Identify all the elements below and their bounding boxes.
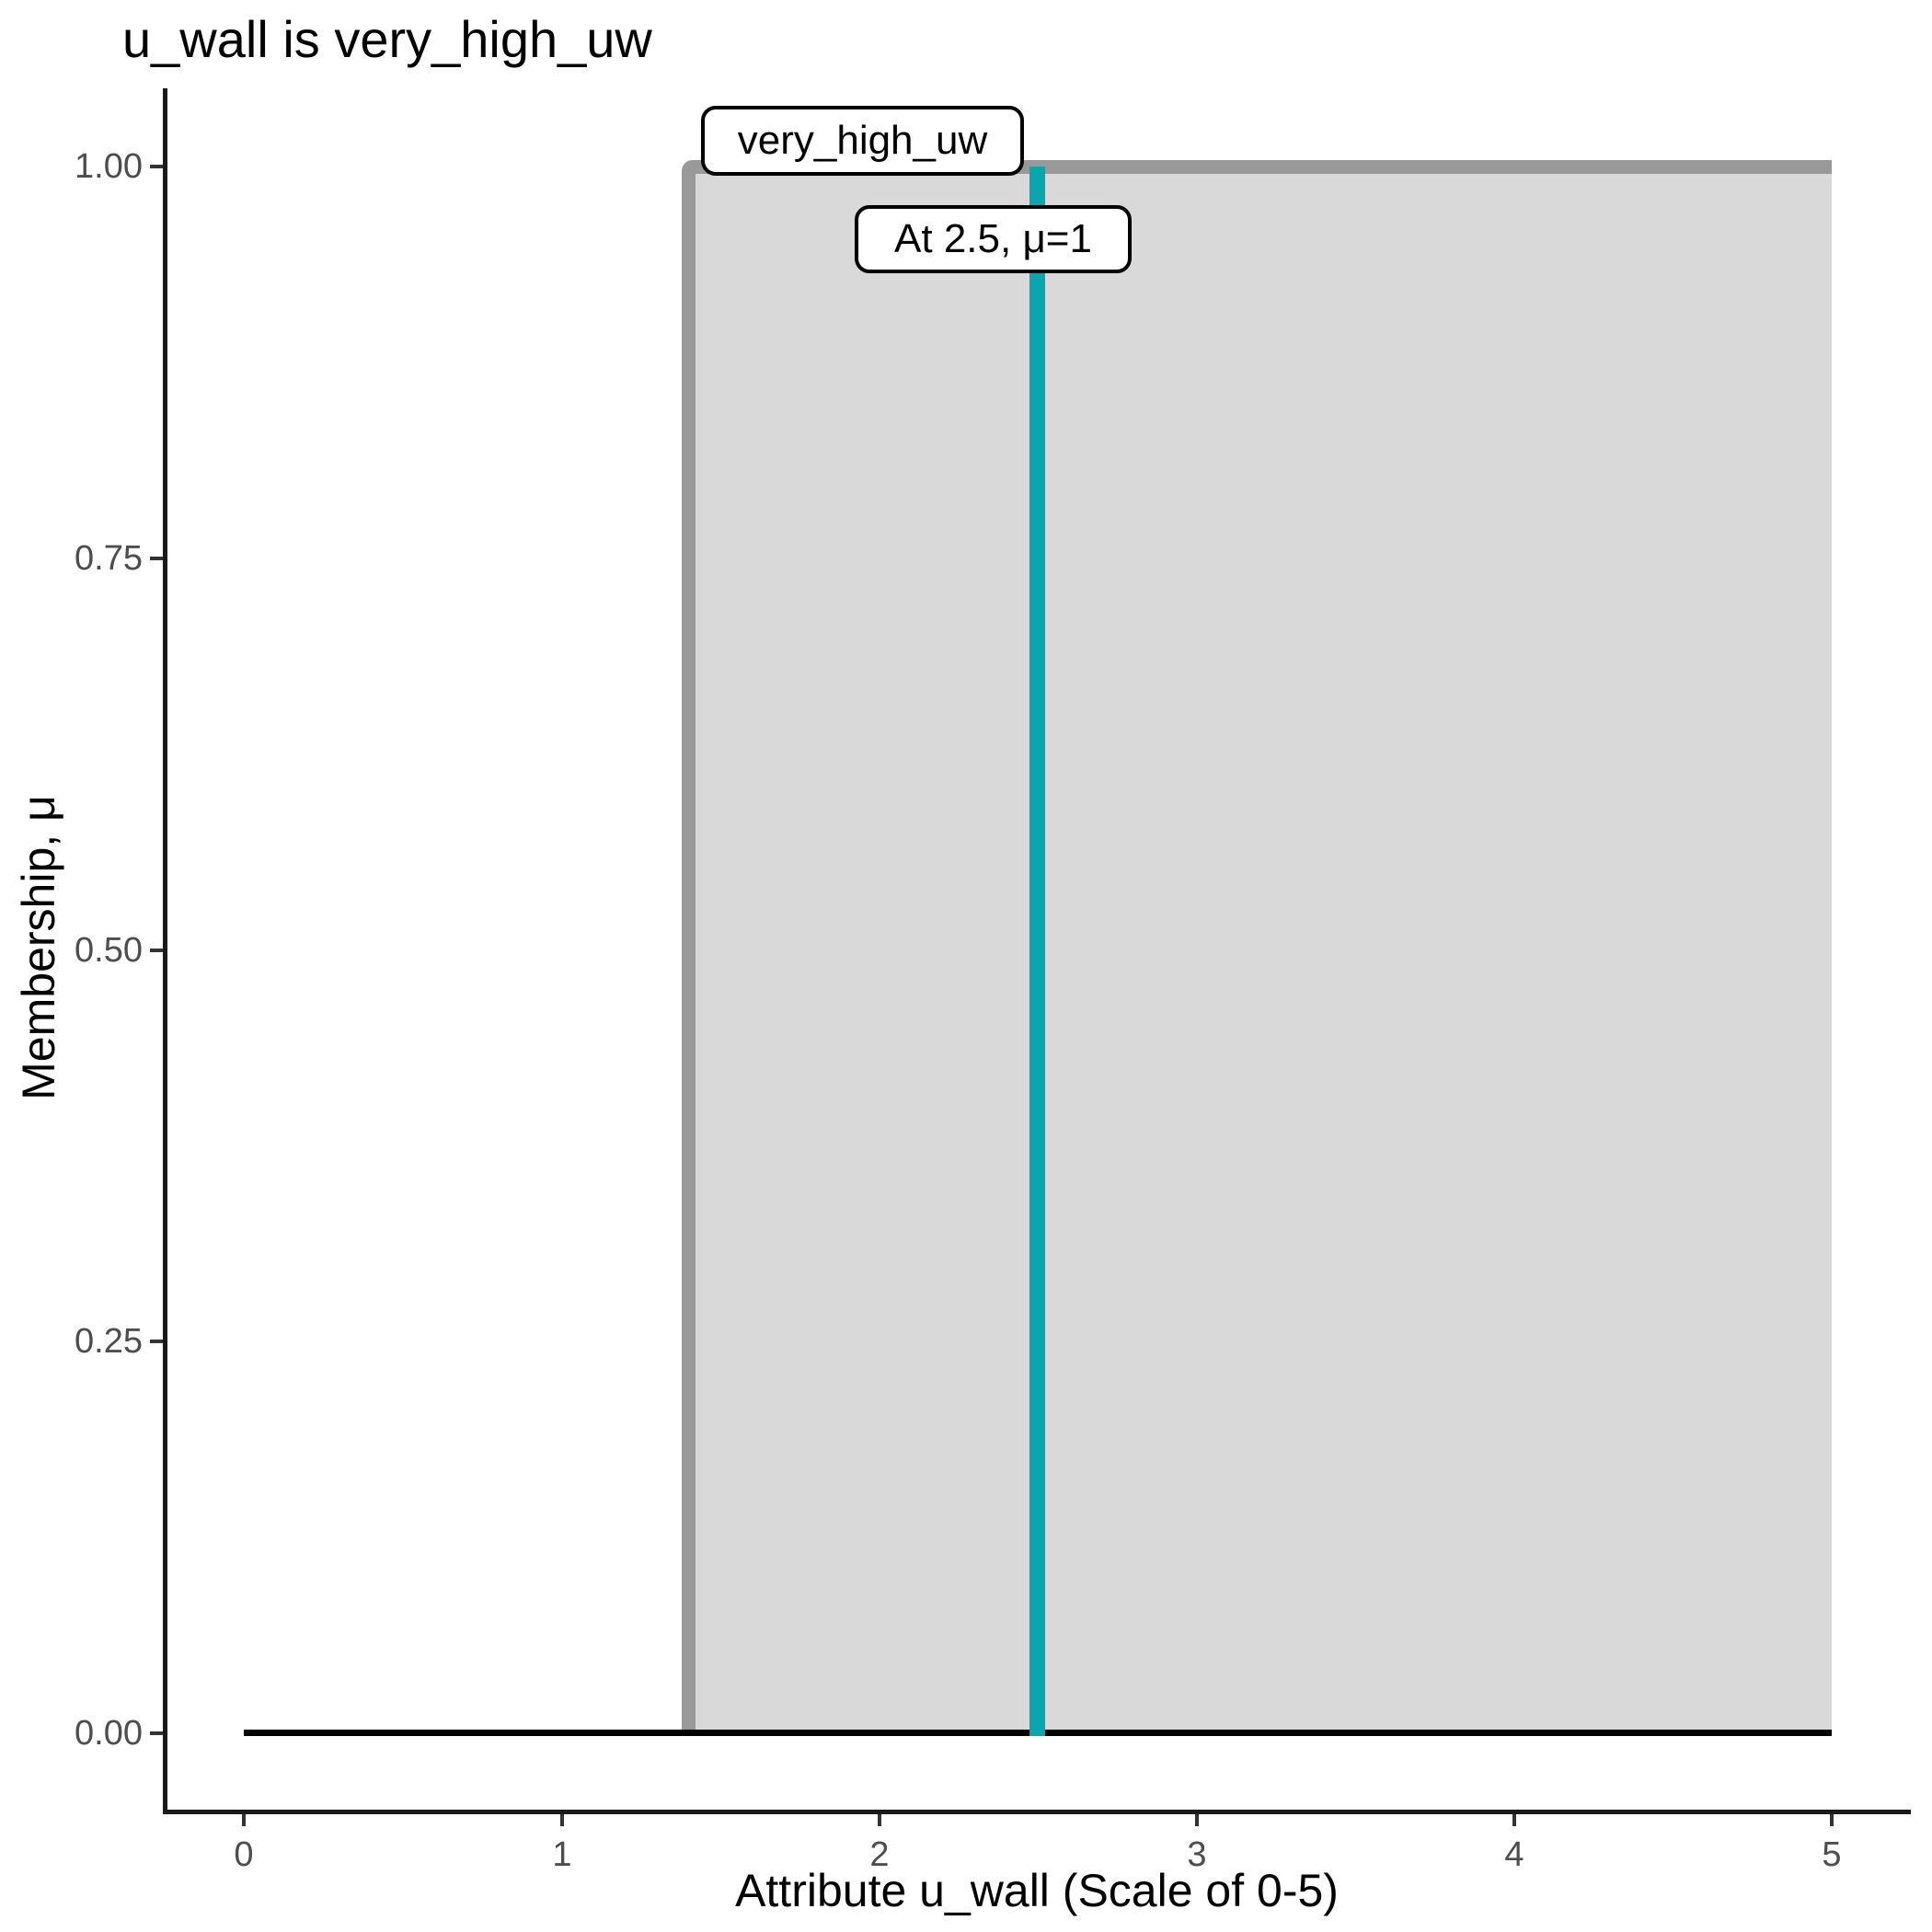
- x-tick-2: [878, 1814, 881, 1826]
- x-axis-label: Attribute u_wall (Scale of 0-5): [735, 1865, 1339, 1916]
- x-axis-line: [163, 1810, 1911, 1814]
- set-name-label: very_high_uw: [701, 106, 1024, 176]
- x-tick-label-5: 5: [1822, 1835, 1842, 1874]
- chart-title: u_wall is very_high_uw: [122, 10, 652, 68]
- x-tick-label-2: 2: [869, 1835, 890, 1874]
- y-tick-label-0.50: 0.50: [75, 931, 143, 970]
- y-tick-label-1.00: 1.00: [75, 147, 143, 186]
- x-tick-label-3: 3: [1187, 1835, 1207, 1874]
- y-tick-0.25: [150, 1340, 163, 1343]
- x-tick-label-4: 4: [1504, 1835, 1524, 1874]
- query-marker-line: [1029, 167, 1045, 1736]
- x-tick-0: [242, 1814, 246, 1826]
- y-tick-label-0.75: 0.75: [75, 539, 143, 578]
- membership-area-very-high-uw: [682, 160, 1832, 1733]
- y-tick-0.00: [150, 1731, 163, 1735]
- y-axis-line: [163, 88, 167, 1814]
- y-tick-0.50: [150, 949, 163, 952]
- x-tick-label-0: 0: [234, 1835, 254, 1874]
- y-tick-label-0.25: 0.25: [75, 1322, 143, 1361]
- y-tick-1.00: [150, 165, 163, 168]
- x-tick-label-1: 1: [552, 1835, 572, 1874]
- query-annotation-label: At 2.5, μ=1: [855, 205, 1132, 273]
- y-tick-label-0.00: 0.00: [75, 1714, 143, 1753]
- x-tick-5: [1830, 1814, 1834, 1826]
- y-tick-0.75: [150, 557, 163, 560]
- x-tick-3: [1195, 1814, 1199, 1826]
- y-axis-label: Membership, μ: [13, 795, 64, 1100]
- x-tick-1: [560, 1814, 564, 1826]
- x-tick-4: [1512, 1814, 1516, 1826]
